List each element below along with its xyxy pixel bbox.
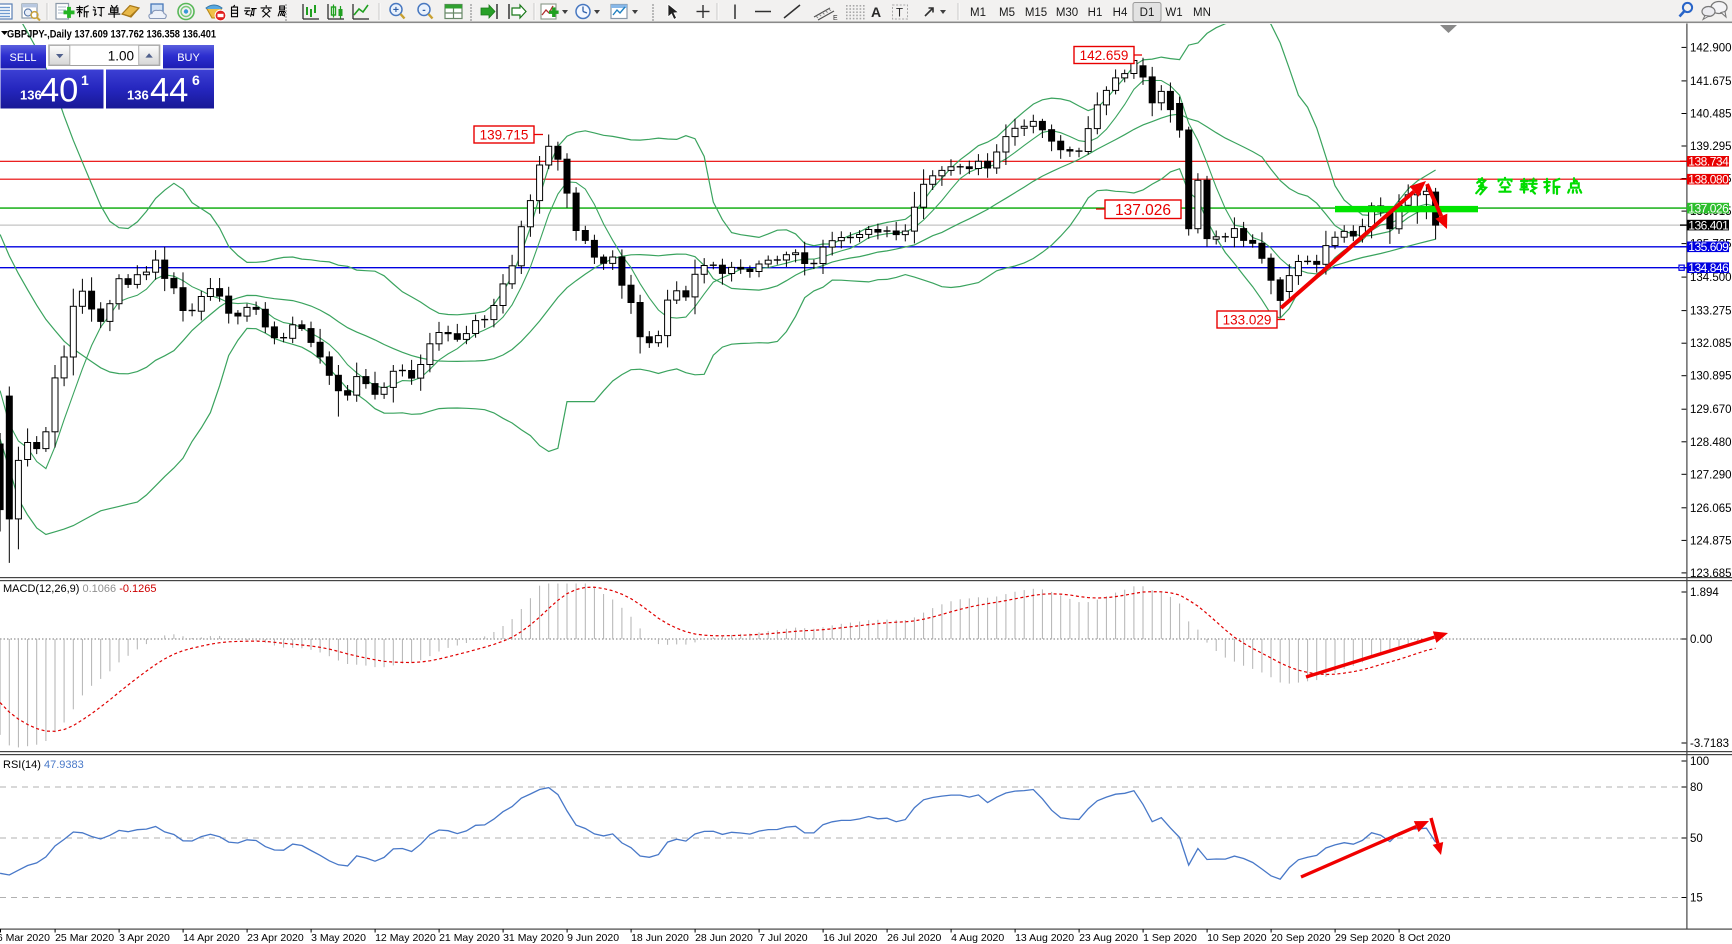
svg-text:18 Jun 2020: 18 Jun 2020 [631, 932, 689, 944]
svg-text:16 Mar 2020: 16 Mar 2020 [0, 932, 50, 944]
svg-text:80: 80 [1690, 782, 1703, 794]
svg-text:3 Apr 2020: 3 Apr 2020 [119, 932, 170, 944]
svg-text:15: 15 [1690, 893, 1703, 905]
svg-text:13 Aug 2020: 13 Aug 2020 [1015, 932, 1074, 944]
svg-text:124.875: 124.875 [1690, 535, 1732, 547]
svg-text:134.846: 134.846 [1688, 261, 1729, 275]
svg-text:12 May 2020: 12 May 2020 [375, 932, 436, 944]
svg-text:M30: M30 [1056, 7, 1078, 19]
svg-text:136: 136 [20, 88, 42, 103]
svg-text:1.894: 1.894 [1690, 587, 1719, 599]
svg-text:MACD(12,26,9) 0.1066 -0.1265: MACD(12,26,9) 0.1066 -0.1265 [3, 583, 157, 595]
svg-text:SELL: SELL [10, 52, 37, 64]
svg-text:16 Jul 2020: 16 Jul 2020 [823, 932, 877, 944]
svg-text:138.734: 138.734 [1688, 155, 1729, 169]
svg-text:23 Aug 2020: 23 Aug 2020 [1079, 932, 1138, 944]
svg-text:139.715: 139.715 [480, 127, 529, 142]
svg-text:141.675: 141.675 [1690, 76, 1732, 88]
svg-text:1.00: 1.00 [108, 49, 134, 64]
svg-text:142.659: 142.659 [1080, 48, 1129, 63]
svg-text:1: 1 [81, 72, 89, 88]
svg-text:10 Sep 2020: 10 Sep 2020 [1207, 932, 1267, 944]
svg-text:134.500: 134.500 [1690, 272, 1732, 284]
svg-text:M15: M15 [1025, 7, 1047, 19]
svg-text:123.685: 123.685 [1690, 568, 1732, 580]
svg-text:14 Apr 2020: 14 Apr 2020 [183, 932, 240, 944]
svg-text:133.029: 133.029 [1223, 312, 1272, 327]
svg-text:25 Mar 2020: 25 Mar 2020 [55, 932, 114, 944]
svg-text:129.670: 129.670 [1690, 404, 1732, 416]
svg-text:132.085: 132.085 [1690, 338, 1732, 350]
svg-text:40: 40 [40, 72, 78, 110]
svg-text:21 May 2020: 21 May 2020 [439, 932, 500, 944]
svg-text:28 Jun 2020: 28 Jun 2020 [695, 932, 753, 944]
svg-text:W1: W1 [1165, 7, 1182, 19]
svg-text:M5: M5 [999, 7, 1015, 19]
svg-text:31 May 2020: 31 May 2020 [503, 932, 564, 944]
svg-text:T: T [896, 8, 903, 20]
svg-text:9 Jun 2020: 9 Jun 2020 [567, 932, 619, 944]
svg-text:44: 44 [150, 72, 188, 110]
svg-text:GBPJPY-,Daily 137.609 137.762: GBPJPY-,Daily 137.609 137.762 136.358 13… [7, 29, 216, 41]
svg-text:E: E [833, 15, 838, 22]
svg-text:135.609: 135.609 [1688, 240, 1729, 254]
svg-text:136.401: 136.401 [1688, 218, 1729, 232]
svg-text:M1: M1 [970, 7, 986, 19]
svg-text:130.895: 130.895 [1690, 371, 1732, 383]
svg-text:26 Jul 2020: 26 Jul 2020 [887, 932, 941, 944]
svg-text:4 Aug 2020: 4 Aug 2020 [951, 932, 1004, 944]
svg-text:MN: MN [1193, 7, 1211, 19]
svg-text:142.900: 142.900 [1690, 42, 1732, 54]
svg-text:BUY: BUY [177, 52, 200, 64]
svg-text:3 May 2020: 3 May 2020 [311, 932, 366, 944]
svg-text:RSI(14) 47.9383: RSI(14) 47.9383 [3, 759, 84, 771]
svg-text:8 Oct 2020: 8 Oct 2020 [1399, 932, 1451, 944]
svg-text:136: 136 [127, 88, 149, 103]
svg-text:137.026: 137.026 [1688, 201, 1729, 215]
svg-text:0.00: 0.00 [1690, 634, 1712, 646]
svg-text:7 Jul 2020: 7 Jul 2020 [759, 932, 808, 944]
svg-text:29 Sep 2020: 29 Sep 2020 [1335, 932, 1395, 944]
svg-text:140.485: 140.485 [1690, 109, 1732, 121]
svg-text:133.275: 133.275 [1690, 306, 1732, 318]
svg-text:128.480: 128.480 [1690, 437, 1732, 449]
svg-text:H1: H1 [1088, 7, 1103, 19]
svg-text:A: A [871, 4, 881, 20]
svg-text:127.290: 127.290 [1690, 469, 1732, 481]
svg-text:1 Sep 2020: 1 Sep 2020 [1143, 932, 1197, 944]
svg-text:-: - [422, 4, 426, 16]
svg-text:+: + [393, 4, 399, 16]
svg-text:138.080: 138.080 [1688, 172, 1729, 186]
svg-text:100: 100 [1690, 756, 1709, 768]
svg-text:6: 6 [192, 72, 200, 88]
svg-text:H4: H4 [1113, 7, 1128, 19]
svg-text:D1: D1 [1140, 7, 1155, 19]
svg-text:-3.7183: -3.7183 [1690, 738, 1729, 750]
svg-text:23 Apr 2020: 23 Apr 2020 [247, 932, 304, 944]
svg-text:20 Sep 2020: 20 Sep 2020 [1271, 932, 1331, 944]
svg-text:126.065: 126.065 [1690, 503, 1732, 515]
svg-text:137.026: 137.026 [1115, 202, 1171, 219]
svg-text:50: 50 [1690, 833, 1703, 845]
svg-text:139.295: 139.295 [1690, 141, 1732, 153]
